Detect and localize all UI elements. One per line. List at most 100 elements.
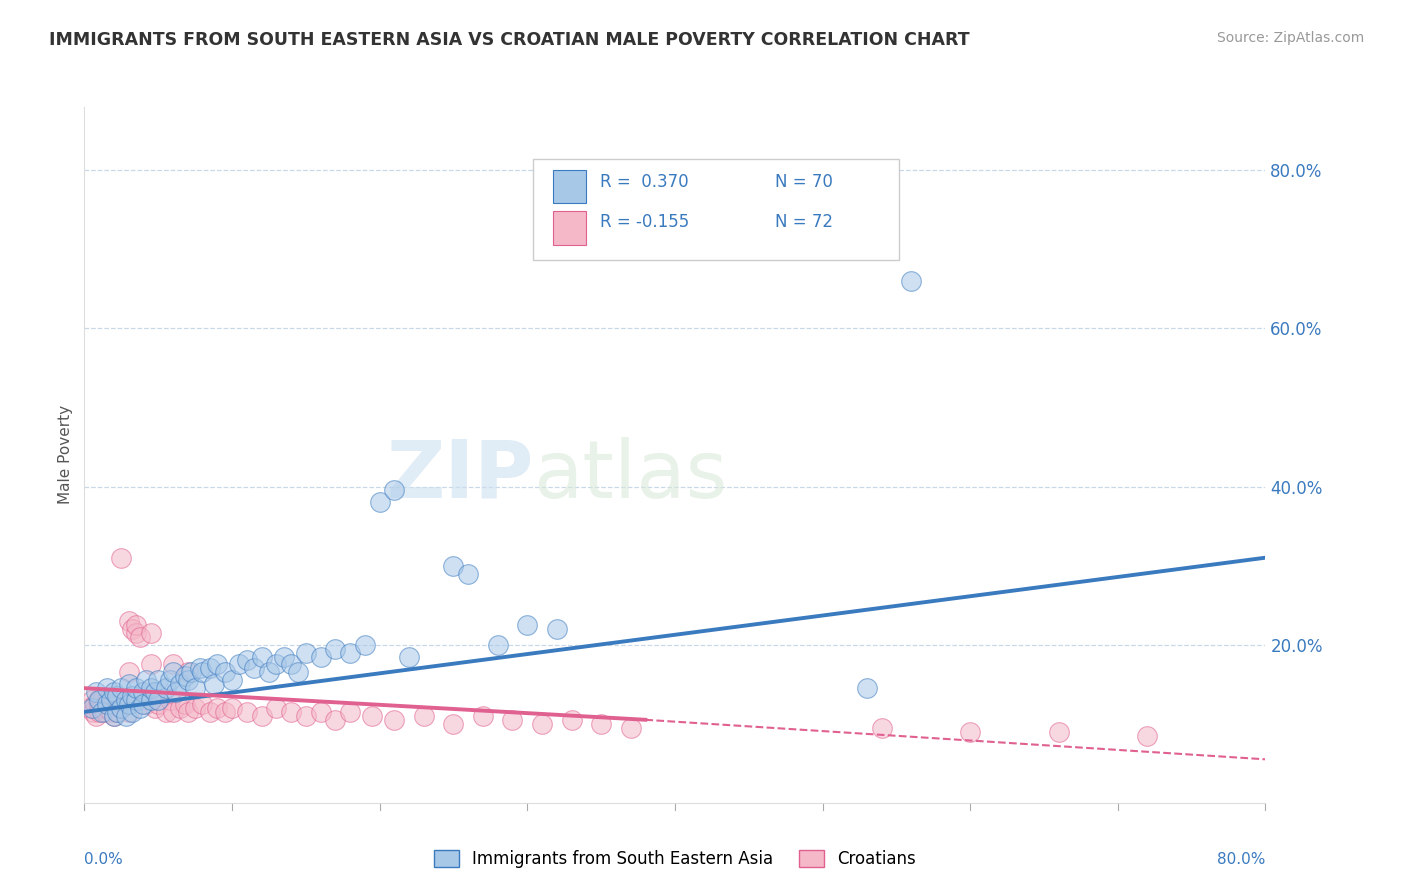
Point — [139, 681, 162, 695]
Point — [173, 669, 195, 683]
Point — [155, 705, 177, 719]
Point — [546, 622, 568, 636]
Point — [125, 625, 148, 640]
Point — [264, 701, 288, 715]
Point — [368, 495, 391, 509]
Point — [236, 705, 259, 719]
Point — [354, 638, 377, 652]
Point — [486, 638, 509, 652]
Point — [1136, 729, 1159, 743]
Point — [198, 661, 221, 675]
Point — [591, 716, 613, 731]
Point — [413, 708, 436, 723]
Point — [184, 701, 207, 715]
Point — [114, 708, 136, 723]
Point — [257, 665, 280, 680]
Point — [191, 697, 214, 711]
Text: Source: ZipAtlas.com: Source: ZipAtlas.com — [1216, 31, 1364, 45]
Point — [148, 693, 170, 707]
Point — [309, 649, 332, 664]
Point — [96, 681, 118, 695]
Point — [135, 697, 157, 711]
Point — [309, 705, 332, 719]
Point — [250, 649, 273, 664]
Point — [82, 705, 104, 719]
Point — [264, 657, 288, 672]
Point — [173, 697, 195, 711]
Text: 0.0%: 0.0% — [84, 852, 124, 866]
Point — [94, 705, 117, 719]
Point — [84, 685, 107, 699]
Point — [177, 705, 200, 719]
Point — [139, 625, 162, 640]
Text: R = -0.155: R = -0.155 — [600, 213, 690, 232]
Point — [323, 641, 347, 656]
Point — [129, 630, 152, 644]
Point — [80, 693, 103, 707]
Point — [89, 701, 111, 715]
Point — [501, 713, 523, 727]
Point — [214, 705, 236, 719]
Point — [129, 701, 152, 715]
Point — [184, 681, 207, 695]
Point — [382, 713, 406, 727]
Point — [114, 693, 136, 707]
Point — [205, 657, 228, 672]
Point — [148, 697, 170, 711]
Point — [441, 558, 464, 573]
Point — [323, 713, 347, 727]
Point — [162, 705, 184, 719]
Point — [295, 646, 318, 660]
Point — [84, 708, 107, 723]
Point — [165, 685, 187, 699]
Point — [180, 665, 202, 680]
Text: 80.0%: 80.0% — [1218, 852, 1265, 866]
Point — [132, 693, 155, 707]
Point — [105, 689, 128, 703]
Point — [441, 716, 464, 731]
Y-axis label: Male Poverty: Male Poverty — [58, 405, 73, 505]
Point — [139, 693, 162, 707]
Point — [855, 681, 877, 695]
Point — [188, 661, 211, 675]
Point — [80, 701, 103, 715]
Point — [110, 701, 132, 715]
Point — [132, 697, 155, 711]
Text: IMMIGRANTS FROM SOUTH EASTERN ASIA VS CROATIAN MALE POVERTY CORRELATION CHART: IMMIGRANTS FROM SOUTH EASTERN ASIA VS CR… — [49, 31, 970, 49]
Point — [118, 705, 141, 719]
Point — [83, 697, 105, 711]
Point — [89, 705, 111, 719]
Point — [619, 721, 641, 735]
Point — [221, 701, 243, 715]
Point — [169, 677, 191, 691]
Point — [560, 713, 583, 727]
Point — [202, 677, 225, 691]
Point — [86, 693, 108, 707]
Point — [198, 705, 221, 719]
Point — [280, 657, 302, 672]
Point — [77, 701, 100, 715]
Point — [132, 685, 155, 699]
Point — [114, 693, 136, 707]
Point — [89, 693, 111, 707]
Point — [177, 673, 200, 688]
Point — [125, 618, 148, 632]
Point — [339, 646, 361, 660]
Point — [159, 693, 181, 707]
Point — [900, 274, 922, 288]
FancyBboxPatch shape — [553, 211, 586, 244]
Point — [295, 708, 318, 723]
Point — [361, 708, 384, 723]
Point — [870, 721, 893, 735]
Point — [110, 701, 132, 715]
Text: N = 72: N = 72 — [775, 213, 834, 232]
Point — [135, 673, 157, 688]
Point — [530, 716, 553, 731]
Point — [118, 697, 141, 711]
Point — [169, 701, 191, 715]
Point — [121, 705, 143, 719]
Point — [472, 708, 495, 723]
Point — [339, 705, 361, 719]
Point — [118, 614, 141, 628]
Point — [121, 622, 143, 636]
